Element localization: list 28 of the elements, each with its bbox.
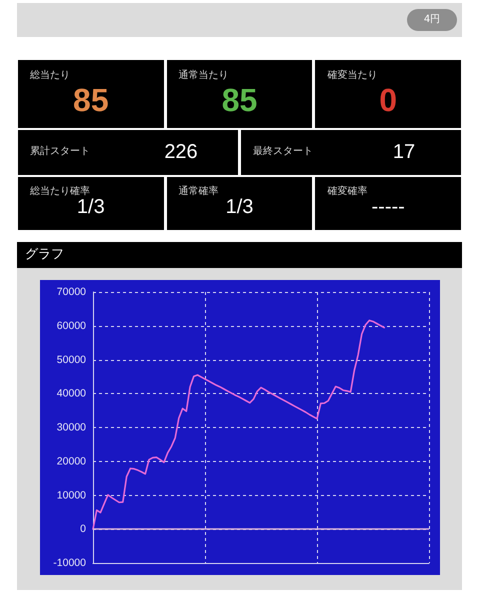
text: 85 (72, 82, 110, 118)
y-tick-label: 50000 (56, 354, 86, 366)
text: 0 (378, 82, 398, 118)
text: 総当たり (30, 70, 70, 82)
text: 226 (163, 141, 199, 164)
text: 17 (392, 141, 416, 164)
y-tick-label: 70000 (56, 286, 86, 298)
y-tick-label: 0 (80, 523, 86, 536)
y-tick-label: 10000 (56, 489, 86, 502)
text: 累計スタート (30, 146, 90, 158)
text: 総当たり確率 (30, 186, 90, 198)
line-series (92, 320, 385, 530)
y-tick-label: 60000 (56, 320, 86, 332)
text: 最終スタート (253, 146, 313, 158)
chart-title: グラフ (17, 242, 462, 268)
text: 85 (220, 82, 258, 118)
y-tick-label: 20000 (56, 455, 86, 468)
text: 通常確率 (178, 186, 219, 198)
y-tick-label: -10000 (53, 557, 86, 569)
text: 確変確率 (327, 186, 368, 198)
text: 通常当たり (178, 70, 229, 82)
text: 1/3 (76, 196, 106, 219)
text: 4円 (407, 9, 457, 31)
y-tick-label: 40000 (56, 388, 86, 400)
y-tick-label: 30000 (56, 422, 86, 434)
text: 1/3 (224, 196, 254, 219)
text: 確変当たり (327, 70, 378, 82)
text: ----- (370, 196, 406, 219)
